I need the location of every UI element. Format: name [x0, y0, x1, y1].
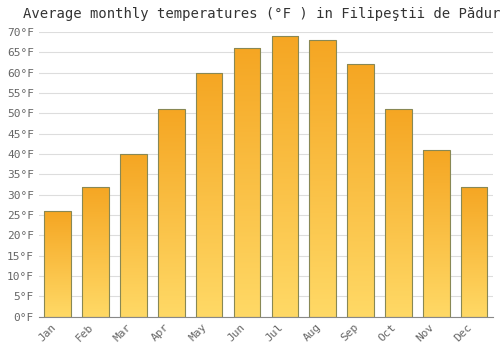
Bar — [423, 150, 450, 317]
Bar — [44, 211, 71, 317]
Bar — [158, 109, 184, 317]
Bar — [461, 187, 487, 317]
Bar — [234, 48, 260, 317]
Title: Average monthly temperatures (°F ) in Filipeştii de Pădure: Average monthly temperatures (°F ) in Fi… — [23, 7, 500, 21]
Bar — [348, 64, 374, 317]
Bar — [82, 187, 109, 317]
Bar — [120, 154, 146, 317]
Bar — [272, 36, 298, 317]
Bar — [385, 109, 411, 317]
Bar — [196, 72, 222, 317]
Bar — [310, 40, 336, 317]
